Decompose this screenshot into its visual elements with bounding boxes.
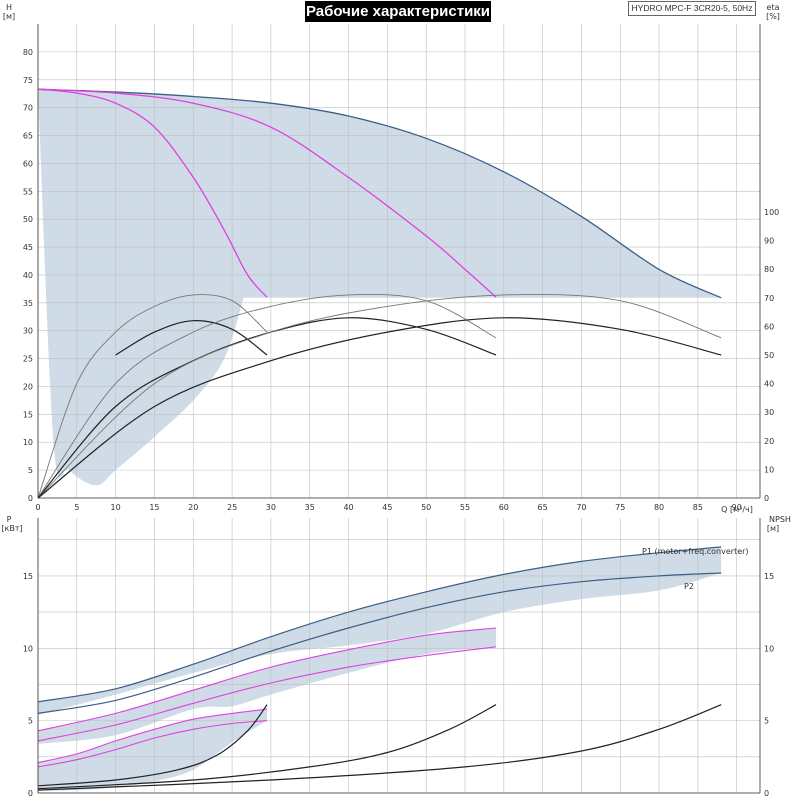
npsh-curve xyxy=(37,704,268,787)
x-axis-label: Q [м³/ч] xyxy=(721,505,753,514)
eta-tick-label: 30 xyxy=(764,408,774,417)
npsh-axis-symbol: NPSH xyxy=(769,515,791,524)
pump-model-label: HYDRO MPC-F 3CR20-5, 50Hz xyxy=(628,1,756,16)
x-tick-label: 40 xyxy=(343,503,353,512)
y-tick-label: 25 xyxy=(23,355,33,364)
y-tick-label: 55 xyxy=(23,187,33,196)
x-tick-label: 85 xyxy=(693,503,703,512)
legend-p2: P2 xyxy=(684,582,694,591)
power-curve xyxy=(37,546,722,703)
power-region xyxy=(38,709,267,791)
power-grid xyxy=(37,518,760,794)
eta-tick-label: 100 xyxy=(764,208,779,217)
p-tick-label: 10 xyxy=(23,644,33,653)
power-curve xyxy=(37,627,497,732)
y-tick-label: 35 xyxy=(23,299,33,308)
x-tick-label: 70 xyxy=(576,503,586,512)
y-tick-label: 5 xyxy=(28,466,33,475)
y-tick-label: 0 xyxy=(28,494,33,503)
eta-axis-unit: [%] xyxy=(766,12,780,21)
efficiency-curve xyxy=(37,294,268,499)
eta-tick-label: 60 xyxy=(764,322,774,331)
eta-axis-symbol: eta xyxy=(767,3,780,12)
operating-region xyxy=(38,89,722,486)
npsh-tick-label: 5 xyxy=(764,717,769,726)
x-tick-label: 80 xyxy=(654,503,664,512)
operating-region-shade xyxy=(38,89,722,486)
y-tick-label: 70 xyxy=(23,104,33,113)
npsh-curve xyxy=(37,704,497,790)
y-axis-unit: [м] xyxy=(3,12,15,21)
npsh-tick-label: 15 xyxy=(764,572,774,581)
efficiency-curve xyxy=(37,317,722,499)
x-tick-label: 10 xyxy=(111,503,121,512)
eta-tick-label: 50 xyxy=(764,351,774,360)
power-region xyxy=(38,546,722,715)
head-curves xyxy=(37,88,722,499)
x-tick-label: 30 xyxy=(266,503,276,512)
eta-tick-label: 40 xyxy=(764,380,774,389)
power-curve xyxy=(37,572,722,714)
pump-head-curve xyxy=(37,88,268,298)
p-tick-label: 0 xyxy=(28,789,33,798)
power-region-shade xyxy=(38,546,722,791)
p-axis-unit: [кВт] xyxy=(1,524,22,533)
y-tick-label: 45 xyxy=(23,243,33,252)
eta-tick-label: 0 xyxy=(764,494,769,503)
y-tick-label: 30 xyxy=(23,327,33,336)
x-tick-label: 35 xyxy=(305,503,315,512)
y-tick-label: 60 xyxy=(23,159,33,168)
x-tick-label: 25 xyxy=(227,503,237,512)
eta-tick-label: 20 xyxy=(764,437,774,446)
chart-title: Рабочие характеристики xyxy=(305,1,491,22)
head-grid xyxy=(37,24,760,499)
pump-head-curve xyxy=(37,88,497,298)
eta-tick-label: 10 xyxy=(764,465,774,474)
p-tick-label: 15 xyxy=(23,572,33,581)
power-curve xyxy=(37,646,497,742)
power-curve xyxy=(37,708,268,764)
y-tick-label: 20 xyxy=(23,382,33,391)
head-axes: 0 5 10 15 20 25 30 35 40 45 50 55 60 65 70 75 80 0 5 10 15 20… xyxy=(3,3,780,514)
legend-p1: P1 (motor+freq.converter) xyxy=(642,547,749,556)
npsh-tick-label: 10 xyxy=(764,644,774,653)
x-tick-label: 5 xyxy=(74,503,79,512)
p-axis-symbol: P xyxy=(7,515,12,524)
max-head-curve xyxy=(37,88,722,299)
x-tick-label: 60 xyxy=(499,503,509,512)
y-tick-label: 75 xyxy=(23,76,33,85)
x-tick-label: 65 xyxy=(538,503,548,512)
x-tick-label: 15 xyxy=(149,503,159,512)
y-tick-label: 50 xyxy=(23,215,33,224)
x-tick-label: 50 xyxy=(421,503,431,512)
efficiency-curve xyxy=(115,320,268,356)
p-tick-label: 5 xyxy=(28,717,33,726)
y-tick-label: 40 xyxy=(23,271,33,280)
x-tick-label: 90 xyxy=(732,503,742,512)
y-axis-symbol: H xyxy=(6,3,12,12)
eta-tick-label: 90 xyxy=(764,237,774,246)
npsh-tick-label: 0 xyxy=(764,789,769,798)
efficiency-curve xyxy=(37,293,722,499)
y-tick-label: 10 xyxy=(23,438,33,447)
power-curve xyxy=(37,720,268,768)
eta-tick-label: 70 xyxy=(764,294,774,303)
y-tick-label: 15 xyxy=(23,410,33,419)
eta-tick-label: 80 xyxy=(764,265,774,274)
power-axes: 0 5 10 15 0 5 10 15 P[кВт] NPSH[м] P1 (motor+freq.… xyxy=(1,515,791,798)
y-tick-label: 80 xyxy=(23,48,33,57)
x-tick-label: 55 xyxy=(460,503,470,512)
x-tick-label: 20 xyxy=(188,503,198,512)
x-tick-label: 0 xyxy=(35,503,40,512)
npsh-axis-unit: [м] xyxy=(767,524,779,533)
x-tick-label: 45 xyxy=(382,503,392,512)
npsh-curve xyxy=(37,704,722,791)
x-tick-label: 75 xyxy=(615,503,625,512)
power-curves xyxy=(37,546,722,791)
y-tick-label: 65 xyxy=(23,132,33,141)
